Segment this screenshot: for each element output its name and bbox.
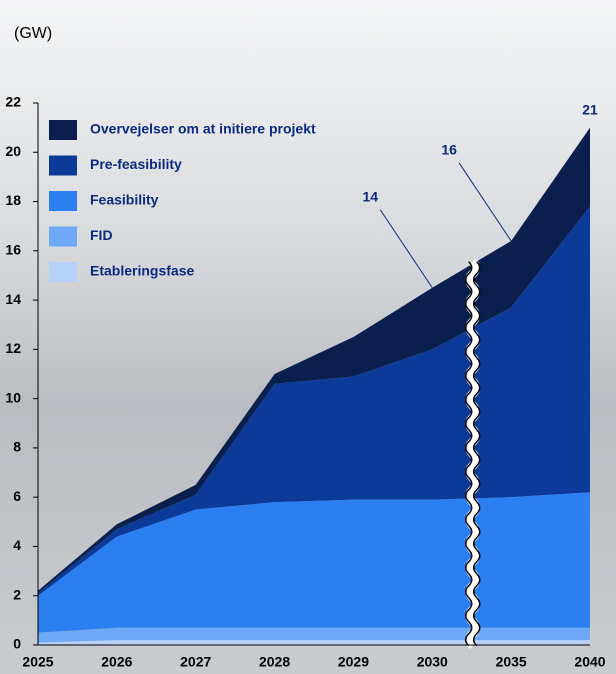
y-tick-label: 18 bbox=[5, 192, 21, 208]
y-tick-label: 10 bbox=[5, 389, 21, 405]
area bbox=[38, 640, 590, 645]
x-tick-label: 2030 bbox=[417, 654, 448, 670]
leader-line bbox=[379, 209, 433, 289]
y-tick-label: 8 bbox=[13, 439, 21, 455]
area bbox=[38, 627, 590, 643]
y-tick-label: 20 bbox=[5, 143, 21, 159]
x-tick-label: 2027 bbox=[180, 654, 211, 670]
x-tick-label: 2026 bbox=[101, 654, 132, 670]
leader-line bbox=[458, 162, 512, 242]
legend-label: Overvejelser om at initiere projekt bbox=[90, 121, 316, 137]
y-tick-label: 4 bbox=[13, 537, 21, 553]
legend-label: Etableringsfase bbox=[90, 263, 194, 279]
y-tick-label: 2 bbox=[13, 586, 21, 602]
annotation: 21 bbox=[582, 101, 598, 117]
legend-label: FID bbox=[90, 227, 113, 243]
y-tick-label: 0 bbox=[13, 636, 21, 652]
y-tick-label: 22 bbox=[5, 94, 21, 110]
annotation: 14 bbox=[362, 188, 378, 204]
x-tick-label: 2028 bbox=[259, 654, 290, 670]
legend-label: Pre-feasibility bbox=[90, 156, 182, 172]
axis-break bbox=[472, 261, 481, 647]
x-tick-label: 2035 bbox=[496, 654, 527, 670]
axis-break bbox=[465, 258, 481, 649]
x-tick-label: 2040 bbox=[574, 654, 605, 670]
legend-swatch bbox=[49, 191, 77, 211]
legend-swatch bbox=[49, 262, 77, 282]
y-tick-label: 6 bbox=[13, 488, 21, 504]
area bbox=[38, 492, 590, 633]
y-tick-label: 14 bbox=[5, 291, 21, 307]
legend-swatch bbox=[49, 226, 77, 247]
area bbox=[38, 127, 590, 594]
y-axis-label: (GW) bbox=[14, 25, 52, 42]
legend-swatch bbox=[49, 120, 77, 140]
x-tick-label: 2025 bbox=[22, 654, 53, 670]
x-tick-label: 2029 bbox=[338, 654, 369, 670]
annotation: 16 bbox=[441, 142, 457, 158]
axis-break bbox=[464, 261, 473, 647]
y-tick-label: 16 bbox=[5, 242, 21, 258]
y-tick-label: 12 bbox=[5, 340, 21, 356]
legend-label: Feasibility bbox=[90, 192, 159, 208]
area bbox=[38, 206, 590, 596]
legend-swatch bbox=[49, 155, 77, 176]
